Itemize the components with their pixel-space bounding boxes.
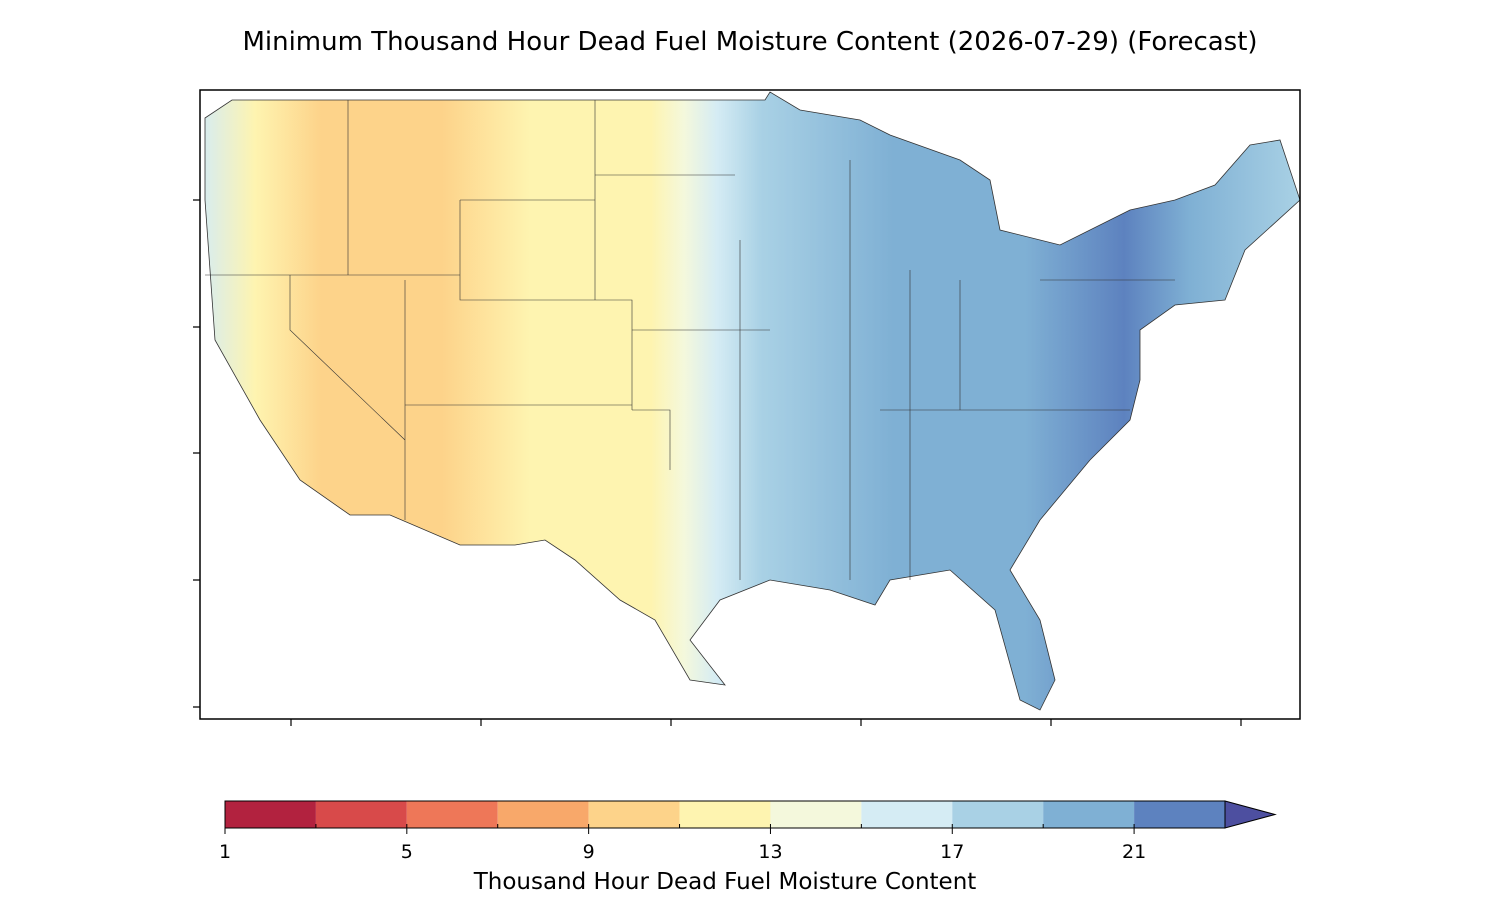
colorbar-tick-label: 17 bbox=[940, 841, 964, 863]
colorbar-label: Thousand Hour Dead Fuel Moisture Content bbox=[473, 869, 977, 895]
colorbar-segment bbox=[952, 801, 1044, 828]
colorbar-tick-label: 1 bbox=[219, 841, 231, 863]
colorbar-segment bbox=[1043, 801, 1135, 828]
colorbar-segment bbox=[588, 801, 680, 828]
conus-fuel-moisture bbox=[204, 91, 1301, 711]
colorbar: 1 5 9 13 17 21 bbox=[219, 800, 1277, 863]
map-panel bbox=[193, 89, 1301, 726]
colorbar-tick-label: 5 bbox=[401, 841, 413, 863]
map-frame bbox=[199, 89, 1301, 720]
colorbar-segment bbox=[225, 801, 316, 828]
colorbar-tick-label: 13 bbox=[758, 841, 782, 863]
colorbar-segment bbox=[861, 801, 953, 828]
colorbar-tick-label: 9 bbox=[583, 841, 595, 863]
colorbar-extend bbox=[1224, 800, 1277, 829]
colorbar-segment bbox=[679, 801, 771, 828]
colorbar-tick-label: 21 bbox=[1122, 841, 1146, 863]
colorbar-segment bbox=[406, 801, 498, 828]
colorbar-segment bbox=[497, 801, 589, 828]
colorbar-segment bbox=[315, 801, 407, 828]
axis-tick-marks bbox=[193, 199, 1242, 726]
state-borders bbox=[205, 100, 1175, 580]
map-title: Minimum Thousand Hour Dead Fuel Moisture… bbox=[242, 27, 1257, 57]
colorbar-segment bbox=[770, 801, 862, 828]
colorbar-outline bbox=[224, 800, 1226, 829]
colorbar-segment bbox=[1134, 801, 1225, 828]
